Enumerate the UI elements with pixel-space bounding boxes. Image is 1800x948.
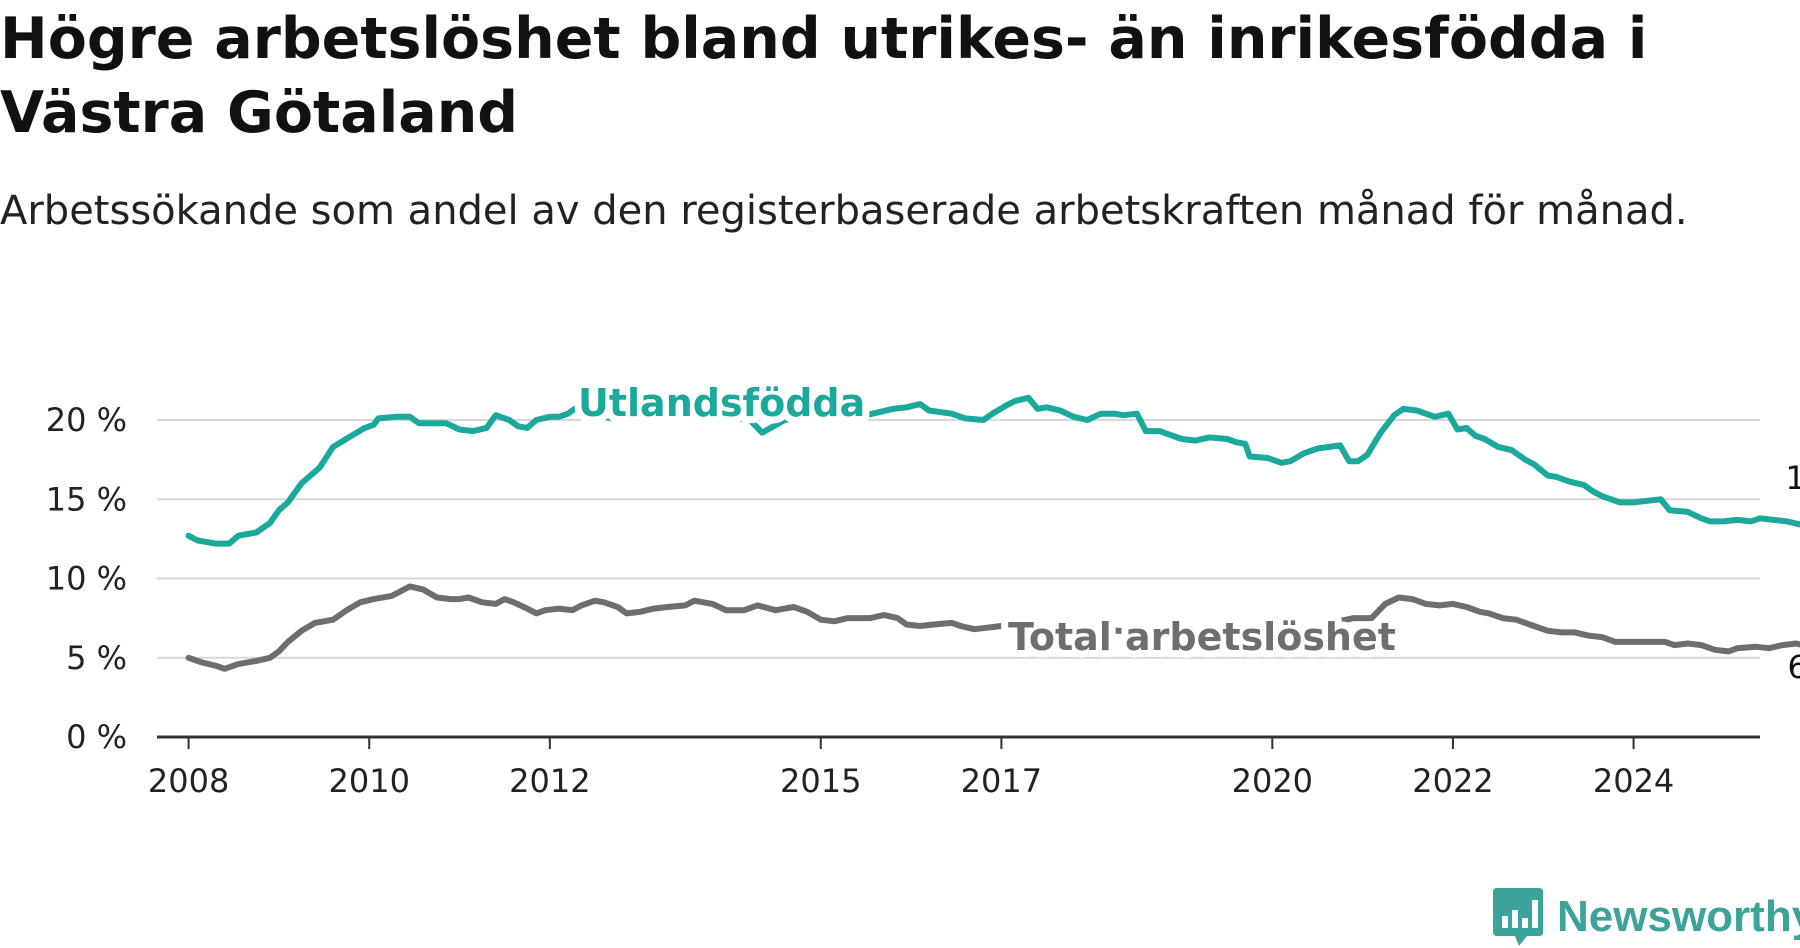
brand-logo: Newsworthy (1493, 888, 1800, 946)
series-label-utlandsfodda: Utlandsfödda (578, 381, 865, 425)
brand-name: Newsworthy (1557, 892, 1800, 941)
y-tick-label: 15 % (46, 480, 127, 518)
x-tick-label: 2017 (961, 762, 1042, 800)
x-tick-label: 2024 (1593, 762, 1674, 800)
x-tick-label: 2012 (509, 762, 590, 800)
x-tick-label: 2020 (1232, 762, 1313, 800)
series-lines (185, 394, 1800, 672)
x-tick-label: 2015 (780, 762, 861, 800)
series-line-total (185, 583, 1800, 672)
chart-title: Högre arbetslöshet bland utrikes- än inr… (0, 6, 1648, 146)
end-label-total: 6,3 % (1788, 648, 1800, 686)
end-label-utlandsfodda: 14,2 % (1785, 459, 1800, 497)
y-tick-label: 20 % (46, 401, 127, 439)
y-axis-ticks: 0 % 5 % 10 % 15 % 20 % (46, 401, 127, 756)
series-label-total: Total arbetslöshet (1008, 615, 1396, 659)
gridlines (157, 419, 1760, 659)
chart-subtitle: Arbetssökande som andel av den registerb… (0, 188, 1688, 234)
y-tick-label: 0 % (66, 718, 127, 756)
series-labels: 14,2 % 6,3 % Utlandsfödda Total arbetslöshe… (571, 374, 1800, 690)
x-tick-label: 2022 (1412, 762, 1493, 800)
series-line-utlandsfodda (185, 394, 1800, 547)
newsworthy-logo-icon (1493, 888, 1543, 946)
y-tick-label: 5 % (66, 639, 127, 677)
x-axis-ticks: 2008 2010 2012 2015 2017 2020 2022 2024 (148, 735, 1760, 800)
x-tick-label: 2010 (329, 762, 410, 800)
y-tick-label: 10 % (46, 560, 127, 598)
x-tick-label: 2008 (148, 762, 229, 800)
